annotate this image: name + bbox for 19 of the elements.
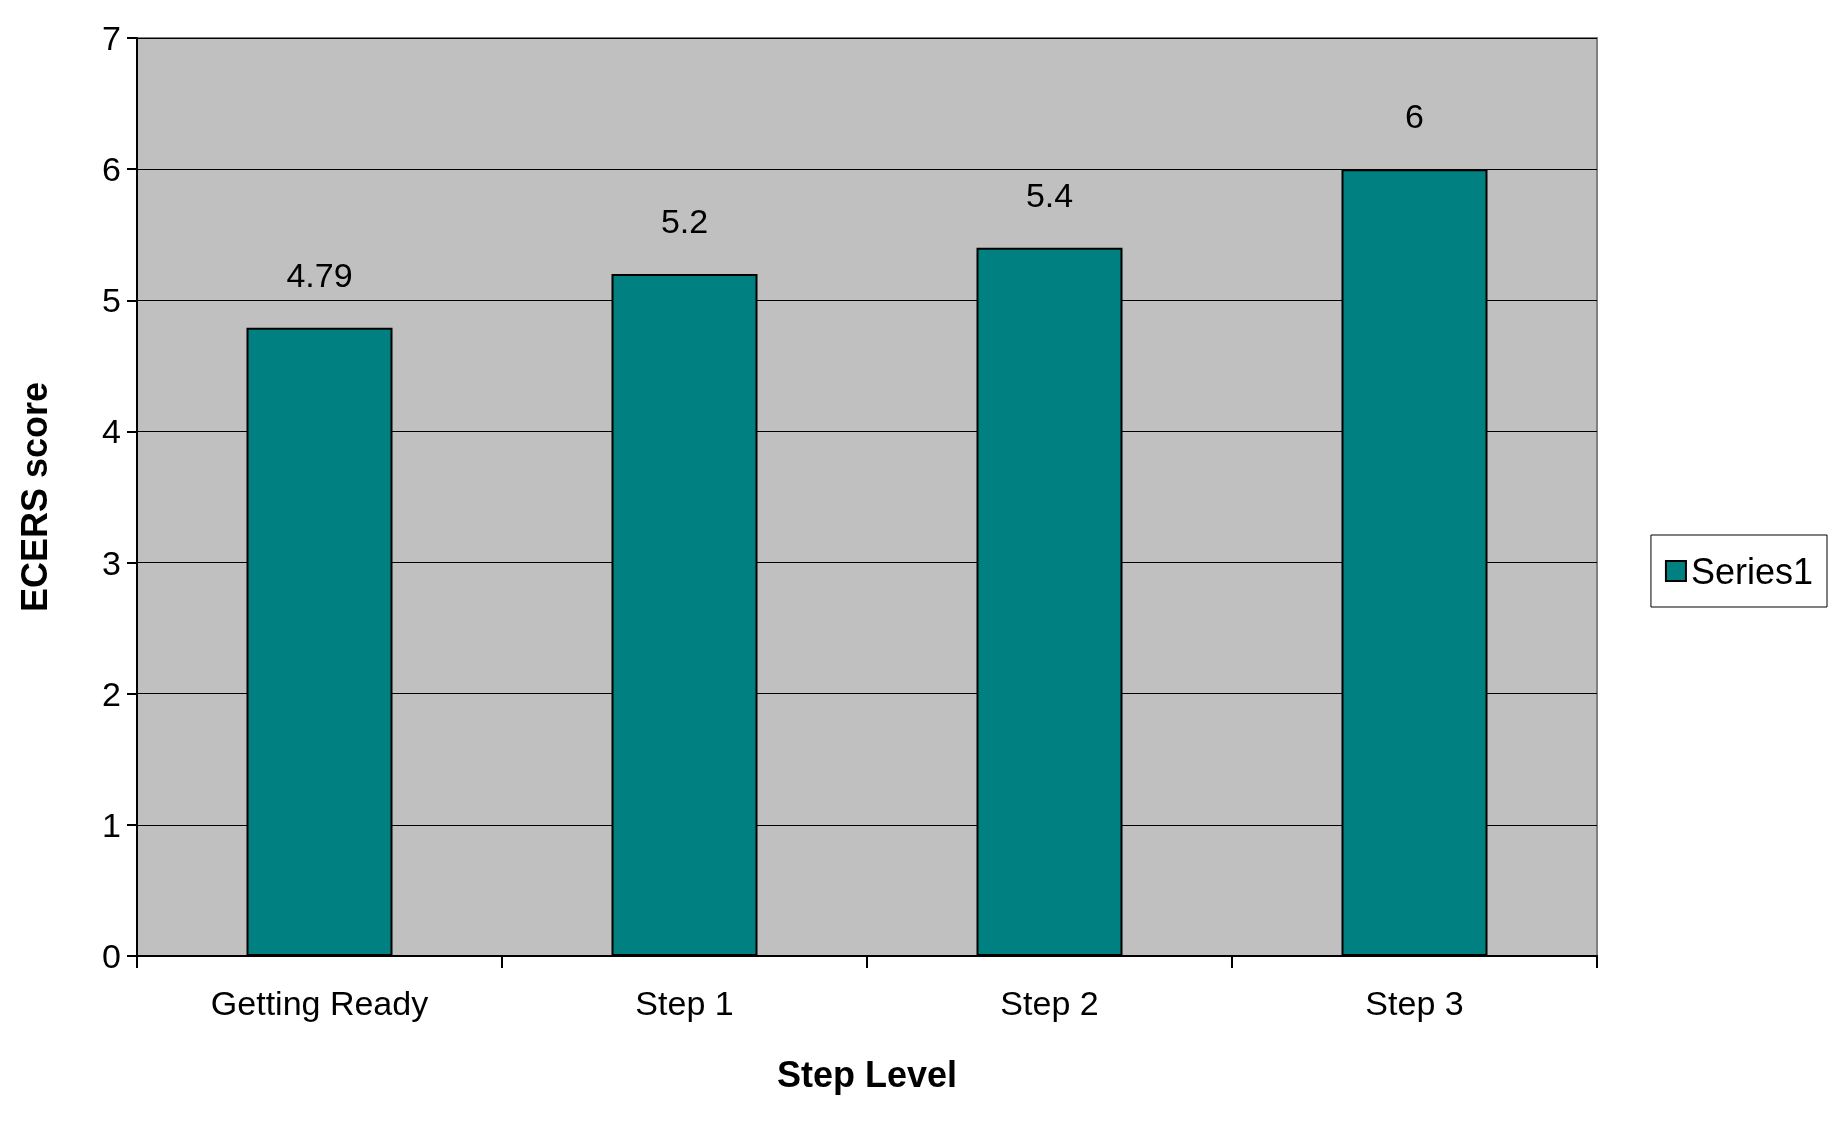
x-tick-label: Step 2: [1000, 984, 1099, 1022]
y-tick-label: 1: [102, 805, 121, 844]
y-axis-title: ECERS score: [13, 381, 55, 613]
data-label: 5.4: [1025, 175, 1074, 214]
y-tick-label: 3: [102, 543, 121, 582]
y-tick-label: 0: [102, 937, 121, 975]
data-label: 4.79: [286, 255, 353, 294]
x-tick-label: Getting Ready: [210, 984, 429, 1022]
data-label: 5.2: [660, 202, 709, 241]
y-tick-label: 4: [102, 412, 121, 451]
y-tick-label: 7: [102, 19, 121, 57]
legend-label: Series1: [1690, 550, 1813, 592]
x-tick-label: Step 3: [1365, 984, 1464, 1022]
y-tick-label: 6: [102, 150, 121, 189]
x-axis-title: Step Level: [776, 1053, 958, 1095]
data-label: 6: [1405, 97, 1424, 136]
x-tick-label: Step 1: [635, 984, 734, 1022]
y-tick-label: 2: [102, 674, 121, 713]
y-tick-label: 5: [102, 281, 121, 320]
